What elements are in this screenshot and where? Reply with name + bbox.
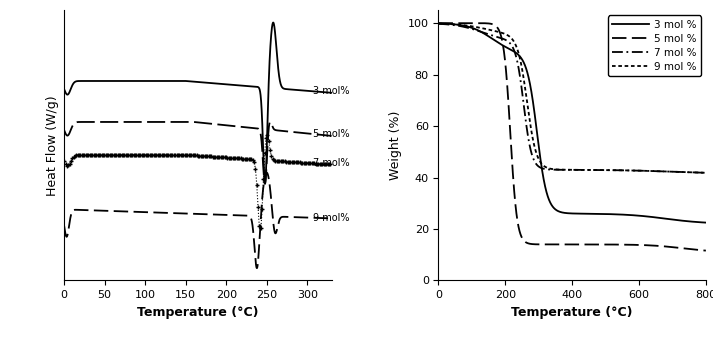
X-axis label: Temperature (°C): Temperature (°C) bbox=[511, 306, 633, 319]
Line: 9 mol %: 9 mol % bbox=[438, 24, 706, 173]
5 mol % bbox=[465, 21, 473, 25]
9 mol % bbox=[537, 161, 545, 165]
9 mol % bbox=[465, 24, 473, 28]
5 mol % bbox=[548, 242, 557, 247]
5 mol % bbox=[537, 242, 545, 247]
5 mol % bbox=[434, 21, 443, 25]
3 mol % bbox=[548, 205, 557, 209]
3 mol % bbox=[697, 220, 705, 224]
9 mol % bbox=[702, 171, 710, 175]
3 mol % bbox=[434, 22, 443, 26]
7 mol % bbox=[667, 170, 676, 174]
7 mol % bbox=[548, 168, 557, 172]
5 mol % bbox=[702, 249, 710, 253]
Legend: 3 mol %, 5 mol %, 7 mol %, 9 mol %: 3 mol %, 5 mol %, 7 mol %, 9 mol % bbox=[608, 15, 701, 76]
Y-axis label: Weight (%): Weight (%) bbox=[389, 111, 402, 180]
Text: 5 mol%: 5 mol% bbox=[313, 129, 349, 139]
5 mol % bbox=[697, 248, 705, 252]
7 mol % bbox=[702, 171, 710, 175]
9 mol % bbox=[481, 27, 489, 31]
Line: 7 mol %: 7 mol % bbox=[438, 24, 706, 173]
7 mol % bbox=[434, 22, 443, 26]
7 mol % bbox=[481, 31, 489, 35]
Y-axis label: Heat Flow (W/g): Heat Flow (W/g) bbox=[46, 95, 58, 196]
5 mol % bbox=[481, 21, 489, 25]
X-axis label: Temperature (°C): Temperature (°C) bbox=[137, 306, 259, 319]
7 mol % bbox=[465, 26, 473, 30]
Line: 3 mol %: 3 mol % bbox=[438, 24, 706, 223]
3 mol % bbox=[702, 221, 710, 225]
7 mol % bbox=[697, 171, 705, 175]
Text: 7 mol%: 7 mol% bbox=[313, 158, 349, 168]
3 mol % bbox=[667, 218, 676, 222]
Text: 9 mol%: 9 mol% bbox=[313, 213, 349, 223]
3 mol % bbox=[481, 32, 489, 36]
5 mol % bbox=[667, 245, 676, 249]
3 mol % bbox=[537, 161, 545, 165]
9 mol % bbox=[697, 171, 705, 175]
Line: 5 mol %: 5 mol % bbox=[438, 23, 706, 251]
7 mol % bbox=[537, 166, 545, 170]
Text: 3 mol%: 3 mol% bbox=[313, 86, 349, 96]
9 mol % bbox=[434, 22, 443, 26]
9 mol % bbox=[667, 170, 676, 174]
9 mol % bbox=[548, 167, 557, 171]
3 mol % bbox=[465, 25, 473, 29]
